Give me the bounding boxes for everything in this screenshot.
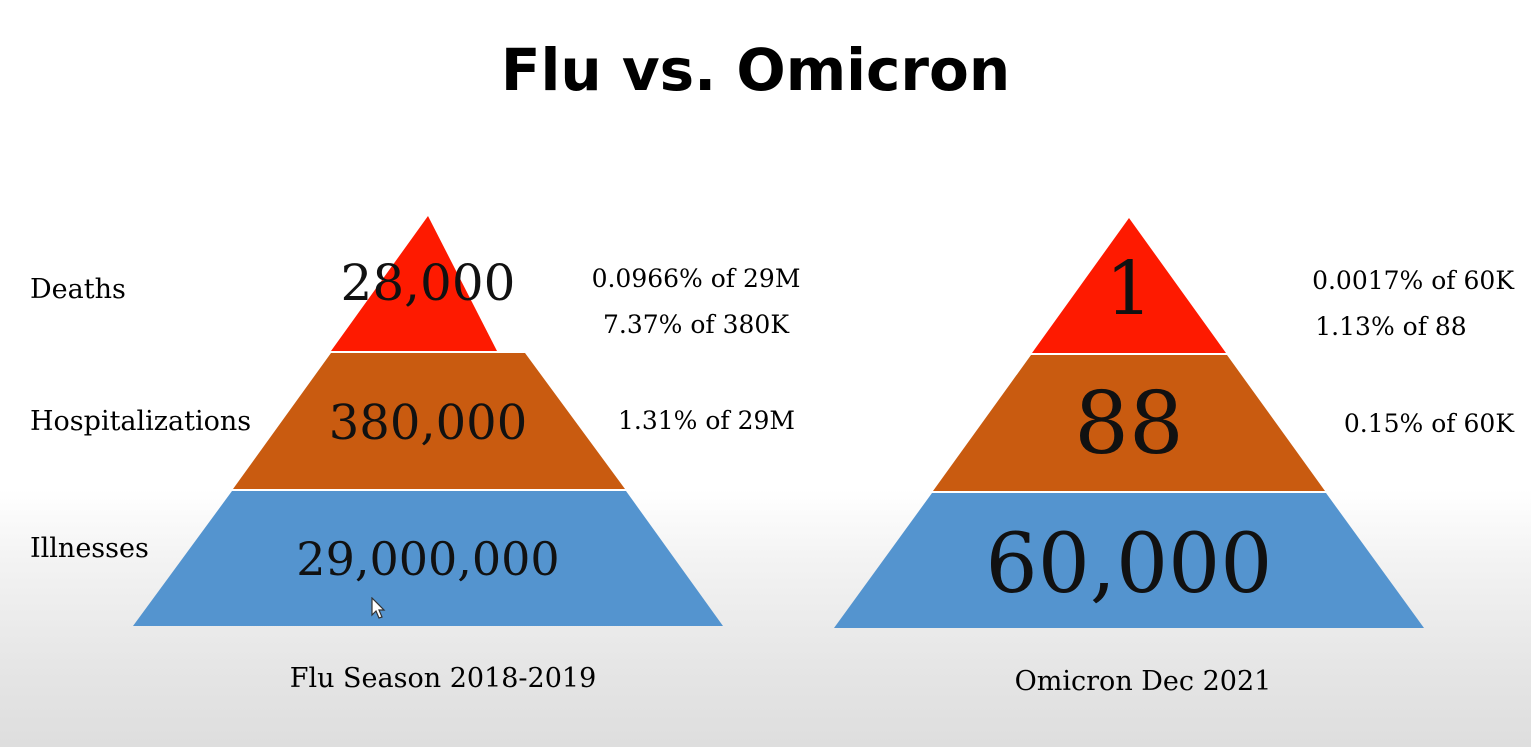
row-label-deaths: Deaths [30, 274, 126, 305]
omicron-deaths-value: 1 [1105, 246, 1152, 332]
flu-caption: Flu Season 2018-2019 [289, 663, 597, 694]
flu-hospitalizations-pct: 1.31% of 29M [618, 406, 796, 435]
flu-illnesses-tier [133, 491, 723, 626]
page-title: Flu vs. Omicron [500, 36, 1011, 104]
omicron-hospitalizations-value: 88 [1074, 374, 1183, 474]
flu-hospitalizations-value: 380,000 [329, 395, 528, 451]
omicron-illnesses-value: 60,000 [986, 517, 1273, 612]
omicron-hospitalizations-pct: 0.15% of 60K [1343, 409, 1514, 438]
flu-deaths-pct-line2: 7.37% of 380K [602, 310, 789, 339]
mouse-cursor-icon [371, 597, 386, 619]
flu-deaths-value: 28,000 [341, 254, 516, 312]
omicron-illnesses-tier [834, 493, 1424, 628]
flu-deaths-pct-line1: 0.0966% of 29M [591, 264, 801, 293]
flu-illnesses-value: 29,000,000 [296, 532, 559, 586]
omicron-hospitalizations-tier [933, 355, 1325, 491]
omicron-caption: Omicron Dec 2021 [1014, 666, 1272, 697]
omicron-deaths-pct-line1: 0.0017% of 60K [1312, 266, 1514, 295]
omicron-deaths-tier [1032, 218, 1226, 353]
omicron-deaths-pct-line2: 1.13% of 88 [1315, 312, 1467, 341]
flu-hospitalizations-tier [233, 353, 625, 489]
row-label-hospitalizations: Hospitalizations [30, 406, 252, 437]
flu-pyramid: 28,000 380,000 29,000,000 [133, 216, 723, 626]
omicron-pyramid: 1 88 60,000 [834, 218, 1424, 628]
row-label-illnesses: Illnesses [30, 533, 149, 564]
flu-deaths-tier [331, 216, 497, 351]
